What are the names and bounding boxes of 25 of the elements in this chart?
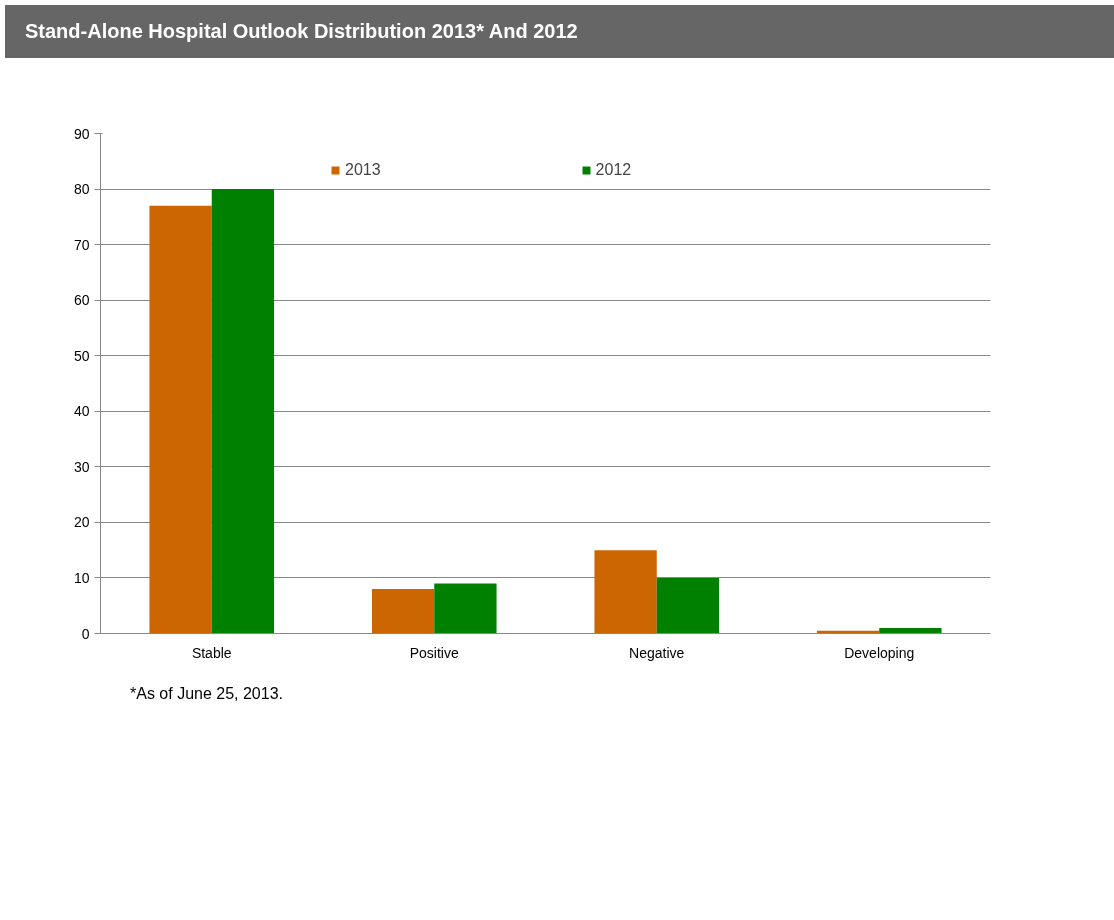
- x-tick-label: Developing: [844, 644, 915, 661]
- y-tick-label: 70: [73, 236, 90, 253]
- bar: [149, 205, 212, 634]
- bar: [594, 549, 657, 634]
- bar: [656, 577, 720, 634]
- x-tick-label: Negative: [629, 644, 685, 661]
- x-tick-label: Stable: [191, 644, 232, 661]
- y-tick-label: 20: [73, 513, 90, 530]
- bar: [211, 188, 275, 634]
- bar: [879, 627, 942, 634]
- x-tick-label: Positive: [409, 644, 459, 661]
- y-tick-label: 80: [73, 180, 90, 197]
- y-tick-label: 10: [73, 569, 90, 586]
- y-tick-label: 0: [81, 625, 90, 642]
- text: *As of June 25, 2013.: [130, 683, 283, 704]
- y-tick-label: 40: [73, 402, 90, 419]
- y-tick-label: 30: [73, 458, 90, 475]
- bar: [434, 583, 497, 634]
- y-tick-label: 90: [73, 125, 90, 142]
- y-tick-label: 50: [73, 347, 90, 364]
- bar: [371, 588, 435, 634]
- legend-label: 2012: [595, 160, 632, 179]
- legend-label: 2013: [345, 160, 381, 179]
- y-tick-label: 60: [73, 291, 90, 308]
- chart-title: Stand-Alone Hospital Outlook Distribution 2013* And 2012: [25, 19, 578, 44]
